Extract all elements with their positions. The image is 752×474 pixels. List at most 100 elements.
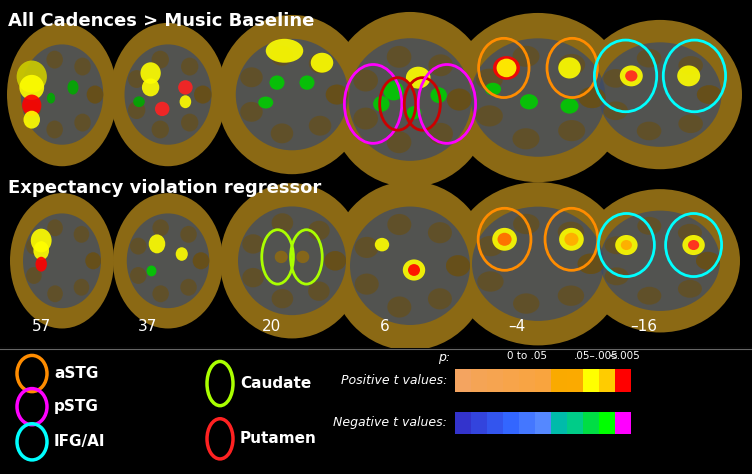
Ellipse shape [47, 285, 63, 302]
Ellipse shape [181, 114, 199, 132]
Ellipse shape [578, 254, 604, 274]
Ellipse shape [133, 96, 145, 107]
Text: Expectancy violation regressor: Expectancy violation regressor [8, 179, 321, 197]
Ellipse shape [21, 45, 103, 145]
Ellipse shape [271, 289, 293, 309]
Ellipse shape [560, 99, 578, 114]
Ellipse shape [498, 233, 511, 246]
Ellipse shape [35, 257, 47, 272]
Ellipse shape [153, 219, 169, 236]
Ellipse shape [308, 221, 329, 240]
Ellipse shape [33, 241, 49, 260]
Ellipse shape [274, 251, 288, 263]
Ellipse shape [558, 57, 581, 79]
Ellipse shape [578, 20, 742, 169]
Ellipse shape [24, 101, 41, 119]
Text: IFG/AI: IFG/AI [54, 434, 105, 449]
Text: 20: 20 [262, 319, 281, 335]
Ellipse shape [271, 123, 293, 143]
Bar [551, 412, 566, 434]
Ellipse shape [478, 271, 504, 292]
Ellipse shape [678, 65, 700, 86]
Ellipse shape [180, 279, 197, 296]
Ellipse shape [180, 95, 191, 108]
Text: p:: p: [438, 351, 450, 365]
Ellipse shape [309, 54, 332, 73]
Ellipse shape [446, 255, 470, 276]
Ellipse shape [235, 39, 348, 150]
Ellipse shape [605, 236, 629, 254]
Bar [599, 370, 614, 392]
Ellipse shape [149, 235, 165, 253]
Ellipse shape [476, 105, 503, 127]
Ellipse shape [559, 228, 584, 251]
Text: pSTG: pSTG [54, 399, 99, 414]
Ellipse shape [142, 78, 159, 96]
Ellipse shape [696, 252, 720, 270]
Bar [599, 412, 614, 434]
Ellipse shape [450, 182, 626, 346]
Ellipse shape [193, 252, 209, 269]
Text: –4: –4 [508, 319, 525, 335]
Ellipse shape [74, 114, 91, 132]
Ellipse shape [512, 128, 539, 149]
Ellipse shape [22, 95, 41, 116]
Ellipse shape [10, 193, 114, 328]
Ellipse shape [242, 234, 264, 254]
Ellipse shape [600, 210, 720, 311]
Text: Caudate: Caudate [240, 376, 311, 391]
Ellipse shape [580, 189, 740, 332]
Ellipse shape [86, 86, 103, 103]
Ellipse shape [238, 207, 346, 315]
Ellipse shape [130, 237, 147, 255]
Ellipse shape [478, 236, 504, 256]
Ellipse shape [271, 213, 293, 233]
Ellipse shape [324, 251, 346, 271]
Ellipse shape [406, 67, 430, 89]
Ellipse shape [220, 183, 364, 338]
Ellipse shape [520, 94, 538, 109]
Ellipse shape [217, 15, 367, 174]
Ellipse shape [86, 252, 101, 269]
Ellipse shape [23, 213, 101, 308]
Ellipse shape [128, 70, 145, 88]
Ellipse shape [485, 83, 501, 95]
Ellipse shape [141, 62, 161, 84]
Bar [615, 412, 630, 434]
Ellipse shape [603, 69, 628, 88]
Ellipse shape [603, 101, 628, 120]
Ellipse shape [265, 39, 303, 63]
Ellipse shape [696, 252, 720, 270]
Ellipse shape [620, 65, 643, 86]
Ellipse shape [558, 120, 585, 141]
Ellipse shape [348, 38, 472, 161]
Ellipse shape [326, 84, 348, 105]
Ellipse shape [448, 13, 628, 182]
Ellipse shape [429, 55, 453, 76]
Ellipse shape [637, 49, 661, 67]
Ellipse shape [309, 116, 332, 136]
Ellipse shape [7, 23, 117, 166]
Ellipse shape [697, 85, 721, 104]
Ellipse shape [353, 70, 378, 91]
Ellipse shape [428, 222, 452, 243]
Bar [551, 370, 566, 392]
Ellipse shape [24, 70, 41, 88]
Ellipse shape [605, 267, 629, 285]
Ellipse shape [578, 254, 604, 274]
Text: 0 to .05: 0 to .05 [507, 351, 547, 361]
Ellipse shape [181, 57, 199, 75]
Bar [519, 370, 535, 392]
Ellipse shape [324, 251, 346, 271]
Text: 37: 37 [138, 319, 157, 335]
Ellipse shape [125, 45, 211, 145]
Ellipse shape [599, 42, 721, 147]
Ellipse shape [513, 214, 539, 234]
Ellipse shape [74, 279, 89, 296]
Ellipse shape [31, 228, 52, 252]
Text: 57: 57 [32, 319, 51, 335]
Ellipse shape [74, 226, 89, 243]
Ellipse shape [558, 54, 585, 75]
Ellipse shape [513, 293, 539, 314]
Ellipse shape [299, 75, 314, 90]
